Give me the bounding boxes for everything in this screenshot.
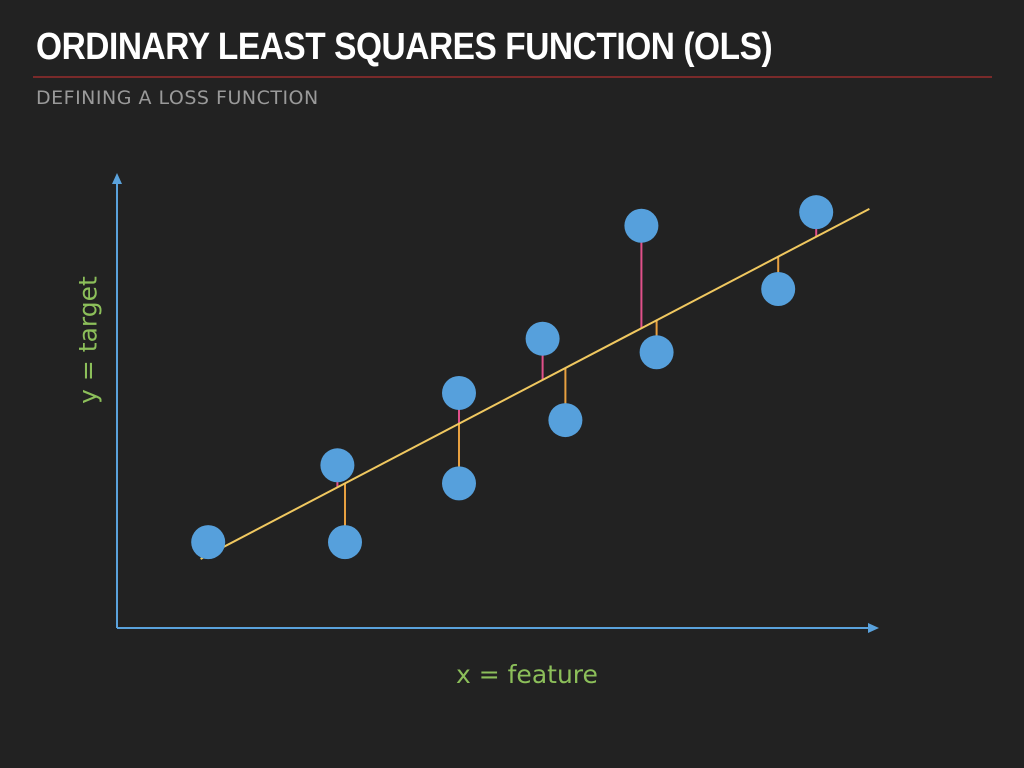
x-axis-label: x = feature: [456, 660, 598, 689]
data-point: [191, 525, 226, 560]
regression-line-group: [200, 208, 870, 560]
data-point: [761, 272, 796, 306]
axes: [112, 173, 879, 633]
y-axis-label: y = target: [73, 276, 103, 404]
slide-subtitle: DEFINING A LOSS FUNCTION: [36, 87, 319, 109]
residual-lines: [207, 212, 818, 555]
slide-title: ORDINARY LEAST SQUARES FUNCTION (OLS): [36, 26, 773, 68]
data-point: [320, 448, 355, 483]
data-point: [639, 335, 674, 370]
title-divider: [33, 76, 992, 78]
x-axis-arrow-icon: [868, 623, 879, 633]
data-point: [624, 208, 659, 243]
data-point: [442, 466, 476, 501]
data-points: [191, 195, 834, 560]
data-point: [548, 403, 583, 438]
data-point: [525, 321, 560, 356]
data-point: [799, 195, 834, 230]
regression-line: [200, 208, 870, 560]
data-point: [442, 375, 476, 410]
data-point: [328, 525, 362, 560]
y-axis-arrow-icon: [112, 173, 122, 184]
